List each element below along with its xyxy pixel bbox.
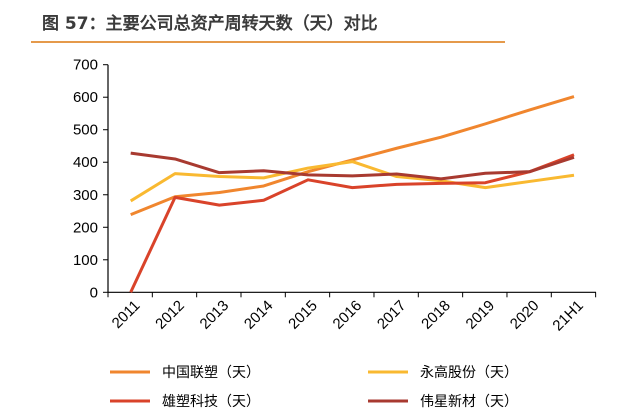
legend-label: 雄塑科技（天）: [162, 394, 260, 410]
y-tick-label: 700: [73, 57, 98, 74]
x-tick-label: 2013: [197, 297, 233, 333]
legend-item: 伟星新材（天）: [368, 394, 518, 410]
x-tick-label: 2016: [330, 297, 366, 333]
y-tick-label: 0: [90, 284, 98, 301]
x-tick-label: 2012: [152, 297, 188, 333]
legend-label: 伟星新材（天）: [420, 394, 518, 410]
y-tick-label: 200: [73, 219, 98, 236]
series-line: [130, 95, 575, 216]
legend-item: 永高股份（天）: [368, 364, 518, 381]
x-tick-label: 2017: [374, 297, 410, 333]
y-tick-label: 600: [73, 89, 98, 106]
y-tick-label: 300: [73, 187, 98, 204]
x-tick-label: 2019: [463, 297, 499, 333]
y-tick-label: 400: [73, 154, 98, 171]
legend-label: 永高股份（天）: [420, 364, 518, 381]
legend-item: 中国联塑（天）: [110, 365, 260, 381]
x-tick-label: 2020: [507, 297, 543, 333]
x-tick-label: 2018: [418, 297, 454, 333]
y-tick-label: 500: [73, 122, 98, 139]
chart-title: 图 57：主要公司总资产周转天数（天）对比: [42, 14, 378, 34]
x-tick-label: 2015: [285, 297, 321, 333]
x-tick-label: 2011: [109, 297, 144, 332]
y-tick-label: 100: [73, 252, 98, 269]
legend-label: 中国联塑（天）: [162, 365, 260, 381]
legend-item: 雄塑科技（天）: [110, 394, 260, 410]
x-tick-label: 2014: [241, 297, 277, 333]
title-divider: [31, 41, 505, 43]
x-tick-label: 21H1: [549, 297, 586, 334]
